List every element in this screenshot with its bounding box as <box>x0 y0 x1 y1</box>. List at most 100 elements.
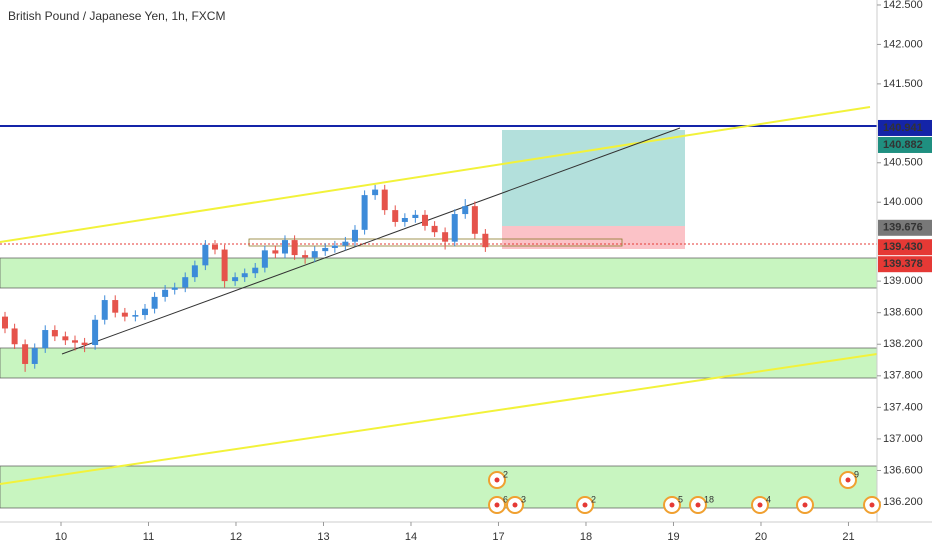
candle-body <box>252 267 259 274</box>
y-tick-label: 138.600 <box>883 307 923 319</box>
event-count: 6 <box>503 494 508 504</box>
candle-body <box>22 344 29 364</box>
channel-line <box>0 106 871 243</box>
candle-body <box>71 340 78 343</box>
event-count: 4 <box>766 494 771 504</box>
event-dot <box>695 502 701 508</box>
event-count: 18 <box>704 494 714 504</box>
y-tick-label: 140.000 <box>883 196 923 208</box>
y-tick-label: 137.400 <box>883 401 923 413</box>
candle-body <box>42 330 49 349</box>
y-tick-label: 142.000 <box>883 38 923 50</box>
candle-body <box>191 265 198 278</box>
event-dot <box>494 477 500 483</box>
candle-body <box>151 296 158 309</box>
candle-body <box>442 232 449 242</box>
event-count: 2 <box>503 469 508 479</box>
candle-body <box>322 247 329 252</box>
price-label-box <box>878 219 932 236</box>
event-dot <box>669 502 675 508</box>
candle-body <box>232 277 239 282</box>
candle-body <box>132 315 139 317</box>
x-tick-label: 12 <box>230 531 242 543</box>
candle-body <box>381 189 388 211</box>
price-label-box <box>878 239 932 256</box>
event-dot <box>582 502 588 508</box>
candle-body <box>311 251 318 258</box>
candle-body <box>112 300 119 313</box>
x-tick-label: 18 <box>580 531 592 543</box>
y-tick-label: 136.600 <box>883 464 923 476</box>
event-dot <box>869 502 875 508</box>
x-tick-label: 20 <box>755 531 767 543</box>
candle-body <box>202 244 209 266</box>
candle-body <box>401 217 408 222</box>
price-label: 140.882 <box>883 139 923 151</box>
candle-body <box>281 240 288 254</box>
candle-body <box>431 225 438 233</box>
event-count: 9 <box>854 469 859 479</box>
price-label: 140.941 <box>883 122 923 134</box>
x-tick-label: 17 <box>492 531 504 543</box>
x-tick-label: 19 <box>667 531 679 543</box>
candle-body <box>11 328 18 345</box>
event-dot <box>845 477 851 483</box>
price-label-box <box>878 136 932 153</box>
candle-body <box>162 289 169 297</box>
y-tick-label: 142.500 <box>883 0 923 11</box>
y-tick-label: 137.000 <box>883 433 923 445</box>
candle-body <box>92 319 99 346</box>
price-label-box <box>878 119 932 136</box>
event-dot <box>494 502 500 508</box>
x-tick-label: 13 <box>317 531 329 543</box>
candle-body <box>412 214 419 218</box>
candle-body <box>1 316 8 329</box>
candle-body <box>471 206 478 234</box>
candle-body <box>62 336 69 341</box>
candle-body <box>451 214 458 242</box>
range-box <box>248 238 623 247</box>
drawings <box>0 106 878 509</box>
candle-body <box>272 250 279 254</box>
zone <box>0 465 878 509</box>
y-tick-label: 138.200 <box>883 338 923 350</box>
candle-body <box>182 277 189 288</box>
candle-body <box>261 250 268 268</box>
candle-body <box>211 244 218 250</box>
candle-body <box>462 206 469 215</box>
event-count: 5 <box>678 494 683 504</box>
price-label: 139.378 <box>883 258 923 270</box>
x-tick-label: 11 <box>143 531 154 543</box>
event-dot <box>757 502 763 508</box>
event-dot <box>512 502 518 508</box>
events: 2 6 3 2 5 18 4 9 <box>488 469 881 514</box>
channel-line <box>0 353 878 485</box>
price-label: 139.676 <box>883 222 923 234</box>
candle-body <box>141 308 148 316</box>
event-count: 2 <box>591 494 596 504</box>
candle-body <box>302 255 309 258</box>
candle-body <box>31 348 38 364</box>
stop-zone <box>502 226 685 249</box>
candle-body <box>81 342 88 346</box>
candle-body <box>171 287 178 290</box>
zone <box>0 257 878 289</box>
candle-body <box>482 233 489 248</box>
price-label: 139.430 <box>883 241 923 253</box>
candle-body <box>101 300 108 320</box>
event-dot <box>802 502 808 508</box>
candle-body <box>361 195 368 230</box>
trend-line <box>61 127 681 355</box>
candle-body <box>421 214 428 226</box>
candle-body <box>351 229 358 242</box>
candle-body <box>392 210 399 222</box>
x-tick-label: 10 <box>55 531 67 543</box>
target-zone <box>502 130 685 226</box>
event-count: 3 <box>521 494 526 504</box>
y-tick-label: 139.000 <box>883 275 923 287</box>
candle-body <box>221 249 228 282</box>
x-tick-label: 21 <box>842 531 854 543</box>
candle-body <box>241 273 248 278</box>
candle-body <box>331 245 338 248</box>
